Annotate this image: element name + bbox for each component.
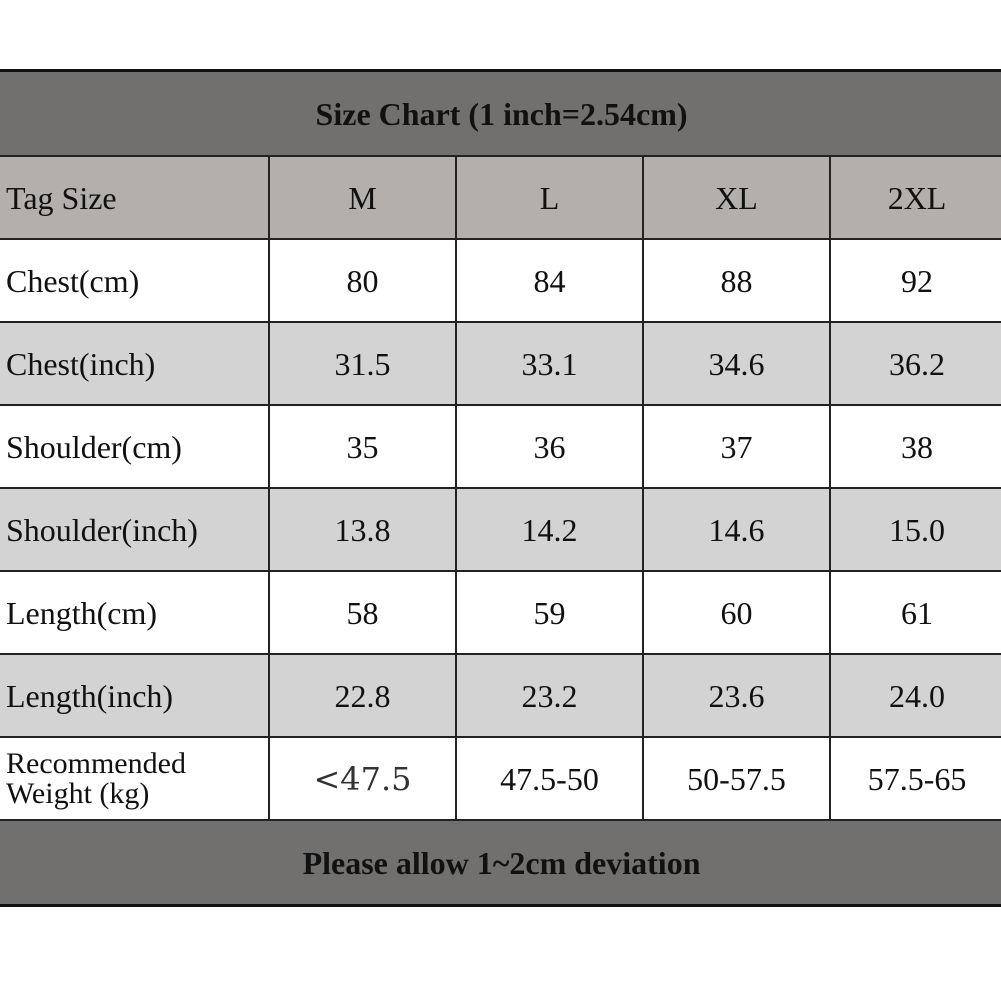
table-row: Shoulder(inch) 13.8 14.2 14.6 15.0: [0, 487, 1001, 572]
table-row: Chest(cm) 80 84 88 92: [0, 238, 1001, 323]
header-label: Tag Size: [0, 155, 270, 240]
row-label: Chest(cm): [0, 238, 270, 323]
cell-value: 47.5-50: [455, 736, 644, 821]
title-row: Size Chart (1 inch=2.54cm): [0, 69, 1001, 157]
cell-value: 58: [268, 570, 457, 655]
cell-value: 36: [455, 404, 644, 489]
footer-note: Please allow 1~2cm deviation: [0, 819, 1001, 907]
row-label: Shoulder(inch): [0, 487, 270, 572]
cell-value: 14.2: [455, 487, 644, 572]
cell-value: 38: [828, 404, 1001, 489]
table-row: Shoulder(cm) 35 36 37 38: [0, 404, 1001, 489]
size-chart-table: Size Chart (1 inch=2.54cm) Tag Size M L …: [0, 69, 1001, 907]
cell-value: 88: [642, 238, 831, 323]
cell-value: <47.5: [268, 736, 457, 821]
label-line: Weight (kg): [6, 776, 150, 810]
cell-value: 57.5-65: [828, 736, 1001, 821]
table-row: Length(inch) 22.8 23.2 23.6 24.0: [0, 653, 1001, 738]
cell-value: 36.2: [828, 321, 1001, 406]
cell-value: 13.8: [268, 487, 457, 572]
footer-row: Please allow 1~2cm deviation: [0, 819, 1001, 907]
cell-value: 37: [642, 404, 831, 489]
header-row: Tag Size M L XL 2XL: [0, 155, 1001, 240]
cell-value: 23.2: [455, 653, 644, 738]
cell-value: 33.1: [455, 321, 644, 406]
cell-value: 59: [455, 570, 644, 655]
header-size: L: [455, 155, 644, 240]
cell-value: 34.6: [642, 321, 831, 406]
header-size: M: [268, 155, 457, 240]
row-label: Recommended Weight (kg): [0, 736, 270, 821]
cell-value: 23.6: [642, 653, 831, 738]
cell-value: 31.5: [268, 321, 457, 406]
cell-value: 22.8: [268, 653, 457, 738]
cell-value: 60: [642, 570, 831, 655]
cell-value: 14.6: [642, 487, 831, 572]
row-label: Length(inch): [0, 653, 270, 738]
table-title: Size Chart (1 inch=2.54cm): [0, 69, 1001, 157]
label-line: Recommended: [6, 746, 186, 780]
header-size: XL: [642, 155, 831, 240]
table-row: Length(cm) 58 59 60 61: [0, 570, 1001, 655]
cell-value: 15.0: [828, 487, 1001, 572]
cell-value: 84: [455, 238, 644, 323]
row-label: Length(cm): [0, 570, 270, 655]
table-row: Chest(inch) 31.5 33.1 34.6 36.2: [0, 321, 1001, 406]
header-size: 2XL: [828, 155, 1001, 240]
row-label: Shoulder(cm): [0, 404, 270, 489]
cell-value: 92: [828, 238, 1001, 323]
cell-value: 35: [268, 404, 457, 489]
cell-value: 50-57.5: [642, 736, 831, 821]
weight-row: Recommended Weight (kg) <47.5 47.5-50 50-57.…: [0, 736, 1001, 821]
cell-value: 61: [828, 570, 1001, 655]
cell-value: 24.0: [828, 653, 1001, 738]
row-label: Chest(inch): [0, 321, 270, 406]
cell-value: 80: [268, 238, 457, 323]
